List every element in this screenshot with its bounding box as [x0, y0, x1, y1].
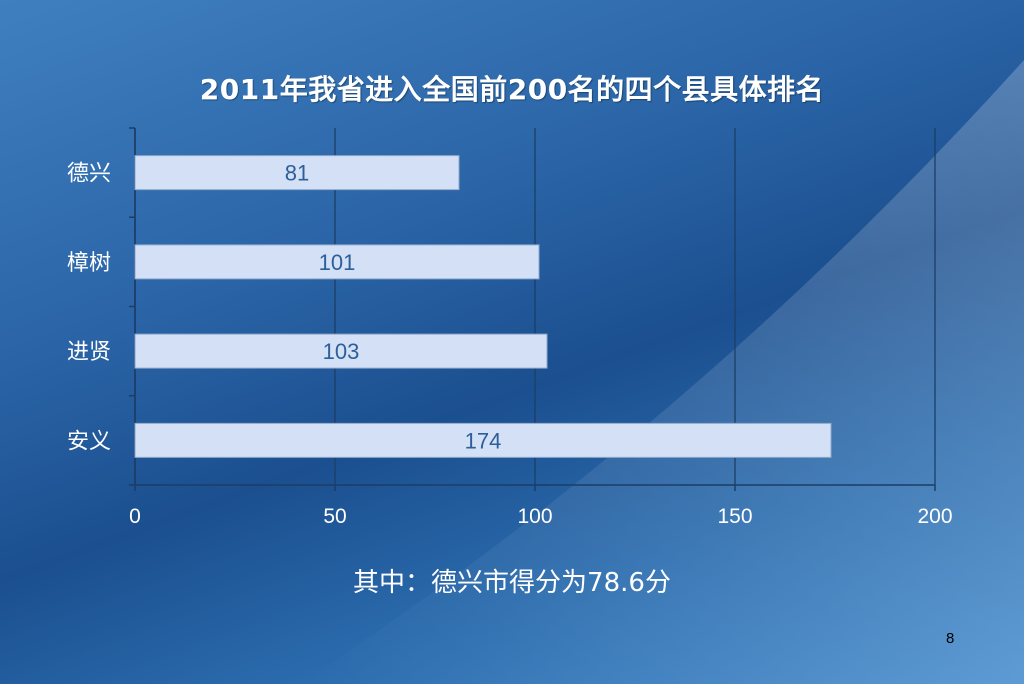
data-label-安义: 174: [465, 428, 502, 453]
x-tick-label-0: 0: [129, 505, 141, 528]
bar-安义: [134, 422, 832, 458]
data-label-进贤: 103: [323, 339, 360, 364]
bar-德兴: [134, 155, 460, 191]
x-tick-label-200: 200: [917, 505, 952, 528]
page-number: 8: [946, 630, 955, 647]
footnote-text: 其中：德兴市得分为78.6分: [353, 568, 671, 598]
category-label-樟树: 樟树: [67, 251, 111, 276]
category-label-德兴: 德兴: [67, 162, 111, 187]
bar-樟树: [134, 244, 540, 280]
category-label-进贤: 进贤: [67, 340, 111, 365]
x-tick-label-50: 50: [323, 505, 346, 528]
chart-title: 2011年我省进入全国前200名的四个县具体排名: [199, 73, 825, 106]
data-label-德兴: 81: [285, 161, 309, 186]
category-label-安义: 安义: [67, 429, 111, 454]
x-tick-label-150: 150: [717, 505, 752, 528]
data-label-樟树: 101: [319, 250, 356, 275]
background-sheen: [300, 60, 1024, 684]
bar-进贤: [134, 333, 548, 369]
x-tick-label-100: 100: [517, 505, 552, 528]
